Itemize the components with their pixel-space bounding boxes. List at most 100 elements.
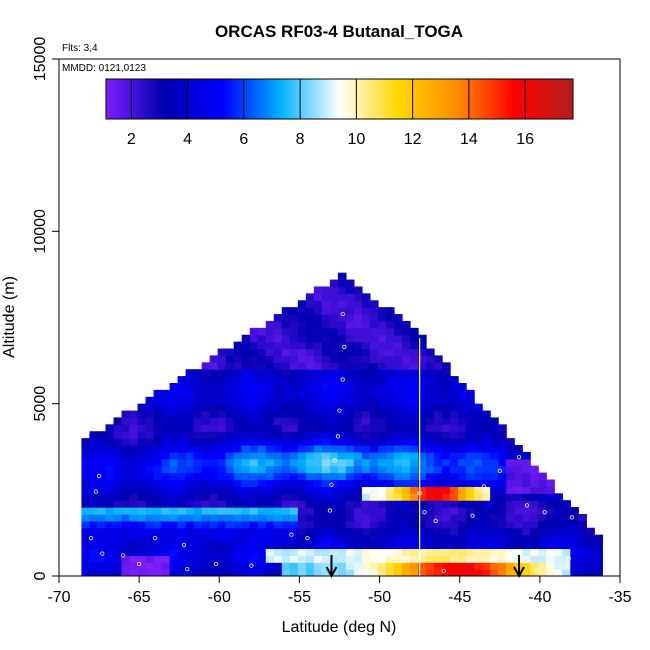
heatmap-cell bbox=[393, 438, 403, 446]
heatmap-cell bbox=[434, 500, 443, 508]
heatmap-cell bbox=[297, 327, 307, 336]
heatmap-cell bbox=[410, 479, 419, 487]
heatmap-cell bbox=[498, 486, 507, 494]
heatmap-cell bbox=[249, 410, 259, 419]
heatmap-cell bbox=[361, 424, 371, 432]
heatmap-cell bbox=[586, 548, 595, 556]
heatmap-cell bbox=[434, 555, 443, 563]
heatmap-cell bbox=[177, 438, 187, 446]
heatmap-cell bbox=[554, 562, 563, 570]
heatmap-cell bbox=[434, 362, 443, 370]
heatmap-cell bbox=[281, 382, 291, 391]
heatmap-cell bbox=[281, 534, 291, 543]
heatmap-cell bbox=[434, 451, 443, 460]
heatmap-cell bbox=[121, 445, 131, 453]
heatmap-cell bbox=[209, 534, 219, 543]
heatmap-cell bbox=[562, 541, 571, 550]
heatmap-cell bbox=[289, 417, 299, 425]
heatmap-cell bbox=[217, 451, 227, 460]
heatmap-cell bbox=[297, 569, 307, 576]
heatmap-cell bbox=[89, 479, 99, 487]
heatmap-cell bbox=[450, 493, 459, 501]
sample-point bbox=[121, 553, 126, 558]
heatmap-cell bbox=[209, 520, 219, 529]
heatmap-cell bbox=[313, 445, 323, 453]
heatmap-cell bbox=[217, 431, 227, 439]
heatmap-cell bbox=[89, 520, 99, 529]
heatmap-cell bbox=[442, 362, 451, 370]
heatmap-cell bbox=[113, 555, 123, 563]
heatmap-cell bbox=[241, 520, 251, 529]
heatmap-cell bbox=[458, 541, 467, 550]
heatmap-cell bbox=[257, 520, 267, 529]
heatmap-cell bbox=[361, 451, 371, 460]
heatmap-cell bbox=[337, 355, 347, 363]
heatmap-cell bbox=[113, 458, 123, 467]
heatmap-cell bbox=[97, 472, 107, 481]
heatmap-cell bbox=[337, 513, 347, 522]
heatmap-cell bbox=[113, 527, 123, 536]
heatmap-cell bbox=[225, 493, 235, 501]
heatmap-cell bbox=[297, 403, 307, 412]
heatmap-cell bbox=[426, 500, 435, 508]
heatmap-cell bbox=[410, 403, 419, 412]
heatmap-cell bbox=[426, 362, 435, 370]
x-tick-label: -70 bbox=[47, 589, 70, 606]
heatmap-cell bbox=[145, 493, 155, 501]
heatmap-cell bbox=[466, 465, 475, 474]
heatmap-cell bbox=[466, 424, 475, 432]
heatmap-cell bbox=[265, 438, 275, 446]
heatmap-cell bbox=[345, 520, 355, 529]
heatmap-cell bbox=[241, 396, 251, 405]
heatmap-cell bbox=[353, 286, 363, 294]
heatmap-cell bbox=[217, 486, 227, 494]
heatmap-cell bbox=[121, 569, 131, 576]
heatmap-cell bbox=[177, 451, 187, 460]
heatmap-cell bbox=[185, 507, 195, 515]
x-tick-label: -40 bbox=[528, 589, 551, 606]
heatmap-cell bbox=[313, 458, 323, 467]
heatmap-cell bbox=[538, 534, 547, 543]
heatmap-cell bbox=[185, 472, 195, 481]
heatmap-cell bbox=[265, 451, 275, 460]
heatmap-cell bbox=[369, 396, 379, 405]
heatmap-cell bbox=[514, 541, 523, 550]
heatmap-cell bbox=[145, 472, 155, 481]
heatmap-cell bbox=[506, 534, 515, 543]
heatmap-cell bbox=[393, 520, 403, 529]
heatmap-cell bbox=[337, 507, 347, 515]
heatmap-cell bbox=[233, 341, 243, 350]
heatmap-cell bbox=[353, 438, 363, 446]
heatmap-cell bbox=[369, 472, 379, 481]
heatmap-cell bbox=[442, 555, 451, 563]
heatmap-cell bbox=[418, 527, 427, 536]
heatmap-cell bbox=[498, 458, 507, 467]
sample-point bbox=[417, 491, 422, 496]
heatmap-cell bbox=[369, 314, 379, 322]
heatmap-cell bbox=[345, 300, 355, 308]
heatmap-cell bbox=[233, 382, 243, 391]
heatmap-cell bbox=[410, 541, 419, 550]
heatmap-cell bbox=[281, 451, 291, 460]
heatmap-cell bbox=[273, 424, 283, 432]
heatmap-cell bbox=[458, 513, 467, 522]
heatmap-cell bbox=[410, 534, 419, 543]
heatmap-cell bbox=[177, 486, 187, 494]
heatmap-cell bbox=[249, 424, 259, 432]
heatmap-cell bbox=[345, 527, 355, 536]
heatmap-cell bbox=[225, 369, 235, 377]
heatmap-cell bbox=[289, 500, 299, 508]
heatmap-cell bbox=[385, 548, 395, 556]
heatmap-cell bbox=[466, 431, 475, 439]
heatmap-cell bbox=[458, 534, 467, 543]
heatmap-cell bbox=[97, 562, 107, 570]
heatmap-cell bbox=[281, 458, 291, 467]
heatmap-cell bbox=[289, 334, 299, 343]
heatmap-cell bbox=[329, 562, 339, 570]
heatmap-cell bbox=[81, 451, 91, 460]
heatmap-cell bbox=[97, 513, 107, 522]
heatmap-cell bbox=[385, 382, 395, 391]
heatmap-cell bbox=[97, 451, 107, 460]
heatmap-cell bbox=[458, 403, 467, 412]
heatmap-cell bbox=[201, 520, 211, 529]
